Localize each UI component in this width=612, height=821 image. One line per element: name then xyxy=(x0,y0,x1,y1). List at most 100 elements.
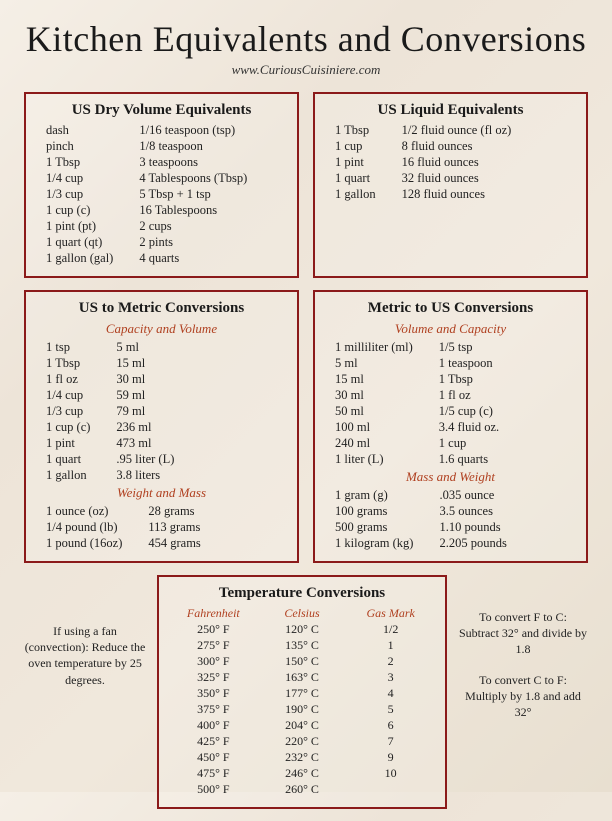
temp-cell xyxy=(350,782,431,797)
pair-right: 236 ml xyxy=(116,420,283,435)
temp-grid: FahrenheitCelsiusGas Mark250° F120° C1/2… xyxy=(173,606,431,797)
m2us-sub2: Mass and Weight xyxy=(329,469,572,485)
pair-left: pinch xyxy=(46,139,113,154)
pair-left: 50 ml xyxy=(335,404,413,419)
pair-right: 473 ml xyxy=(116,436,283,451)
temp-header: Gas Mark xyxy=(350,606,431,621)
temp-cell: 150° C xyxy=(262,654,343,669)
liquid-list: 1 Tbsp 1/2 fluid ounce (fl oz) 1 cup 8 flui… xyxy=(329,123,572,202)
pair-left: 500 grams xyxy=(335,520,413,535)
pair-left: 1 Tbsp xyxy=(335,123,376,138)
pair-left: 1 Tbsp xyxy=(46,155,113,170)
pair-left: 1 quart xyxy=(46,452,90,467)
pair-right: 1/2 fluid ounce (fl oz) xyxy=(402,123,572,138)
pair-right: 30 ml xyxy=(116,372,283,387)
temp-cell: 10 xyxy=(350,766,431,781)
pair-right: 1/5 cup (c) xyxy=(439,404,572,419)
temp-cell: 204° C xyxy=(262,718,343,733)
pair-right: 16 fluid ounces xyxy=(402,155,572,170)
m2us-title: Metric to US Conversions xyxy=(329,300,572,317)
m2us-sub1: Volume and Capacity xyxy=(329,321,572,337)
pair-left: 100 ml xyxy=(335,420,413,435)
temp-cell: 300° F xyxy=(173,654,254,669)
temp-cell: 220° C xyxy=(262,734,343,749)
temp-cell: 475° F xyxy=(173,766,254,781)
temp-header: Fahrenheit xyxy=(173,606,254,621)
pair-right: 3.8 liters xyxy=(116,468,283,483)
pair-right: 28 grams xyxy=(148,504,283,519)
note-left: If using a fan (convection): Reduce the … xyxy=(24,575,146,688)
pair-left: 1/4 pound (lb) xyxy=(46,520,122,535)
liquid-box: US Liquid Equivalents 1 Tbsp1/2 fluid ou… xyxy=(313,92,588,278)
temp-cell: 135° C xyxy=(262,638,343,653)
temperature-box: Temperature Conversions FahrenheitCelsiu… xyxy=(157,575,447,809)
us2m-sub2: Weight and Mass xyxy=(40,485,283,501)
temp-cell: 3 xyxy=(350,670,431,685)
us-to-metric-box: US to Metric Conversions Capacity and Vo… xyxy=(24,290,299,563)
temp-cell: 4 xyxy=(350,686,431,701)
temp-cell: 246° C xyxy=(262,766,343,781)
temp-cell: 450° F xyxy=(173,750,254,765)
pair-right: 5 Tbsp + 1 tsp xyxy=(139,187,283,202)
pair-left: 1 liter (L) xyxy=(335,452,413,467)
pair-right: 1.6 quarts xyxy=(439,452,572,467)
temp-cell: 500° F xyxy=(173,782,254,797)
temp-cell: 6 xyxy=(350,718,431,733)
pair-left: 30 ml xyxy=(335,388,413,403)
pair-right: 128 fluid ounces xyxy=(402,187,572,202)
pair-left: 1 ounce (oz) xyxy=(46,504,122,519)
pair-right: 1 Tbsp xyxy=(439,372,572,387)
pair-left: 1 milliliter (ml) xyxy=(335,340,413,355)
temp-cell: 163° C xyxy=(262,670,343,685)
pair-right: 1 teaspoon xyxy=(439,356,572,371)
temp-cell: 1/2 xyxy=(350,622,431,637)
m2us-list2: 1 gram (g) .035 ounce 100 grams 3.5 ounces 5… xyxy=(329,488,572,551)
pair-left: 1 quart xyxy=(335,171,376,186)
pair-left: 1 cup xyxy=(335,139,376,154)
pair-right: .035 ounce xyxy=(439,488,572,503)
pair-left: 1/4 cup xyxy=(46,171,113,186)
temp-cell: 177° C xyxy=(262,686,343,701)
temp-cell: 2 xyxy=(350,654,431,669)
pair-left: 1/3 cup xyxy=(46,187,113,202)
pair-right: 1/16 teaspoon (tsp) xyxy=(139,123,283,138)
temp-cell: 250° F xyxy=(173,622,254,637)
pair-left: 1 pound (16oz) xyxy=(46,536,122,551)
pair-left: 100 grams xyxy=(335,504,413,519)
pair-right: 113 grams xyxy=(148,520,283,535)
pair-right: 3 teaspoons xyxy=(139,155,283,170)
temp-cell: 350° F xyxy=(173,686,254,701)
temp-cell: 260° C xyxy=(262,782,343,797)
pair-right: 1/5 tsp xyxy=(439,340,572,355)
pair-right: 15 ml xyxy=(116,356,283,371)
pair-right: 59 ml xyxy=(116,388,283,403)
pair-left: 1 Tbsp xyxy=(46,356,90,371)
pair-right: 16 Tablespoons xyxy=(139,203,283,218)
pair-left: 1 gram (g) xyxy=(335,488,413,503)
us2m-list1: 1 tsp5 ml1 Tbsp15 ml1 fl oz30 ml1/4 cup5… xyxy=(40,340,283,483)
temp-cell: 425° F xyxy=(173,734,254,749)
pair-left: 240 ml xyxy=(335,436,413,451)
dry-list: dash 1/16 teaspoon (tsp) pinch 1/8 teaspoon… xyxy=(40,123,283,266)
pair-right: 1/8 teaspoon xyxy=(139,139,283,154)
pair-right: 79 ml xyxy=(116,404,283,419)
note-right: To convert F to C: Subtract 32° and divi… xyxy=(458,575,588,734)
pair-left: 1 pint xyxy=(335,155,376,170)
temp-cell: 5 xyxy=(350,702,431,717)
dry-title: US Dry Volume Equivalents xyxy=(40,102,283,119)
pair-right: .95 liter (L) xyxy=(116,452,283,467)
temp-cell: 7 xyxy=(350,734,431,749)
pair-left: dash xyxy=(46,123,113,138)
pair-right: 1 fl oz xyxy=(439,388,572,403)
pair-right: 2 cups xyxy=(139,219,283,234)
temp-cell: 190° C xyxy=(262,702,343,717)
temp-header: Celsius xyxy=(262,606,343,621)
pair-left: 1 cup (c) xyxy=(46,203,113,218)
pair-right: 3.5 ounces xyxy=(439,504,572,519)
pair-left: 15 ml xyxy=(335,372,413,387)
pair-right: 454 grams xyxy=(148,536,283,551)
pair-right: 8 fluid ounces xyxy=(402,139,572,154)
page-title: Kitchen Equivalents and Conversions xyxy=(24,18,588,60)
pair-right: 1 cup xyxy=(439,436,572,451)
pair-left: 1 gallon xyxy=(335,187,376,202)
